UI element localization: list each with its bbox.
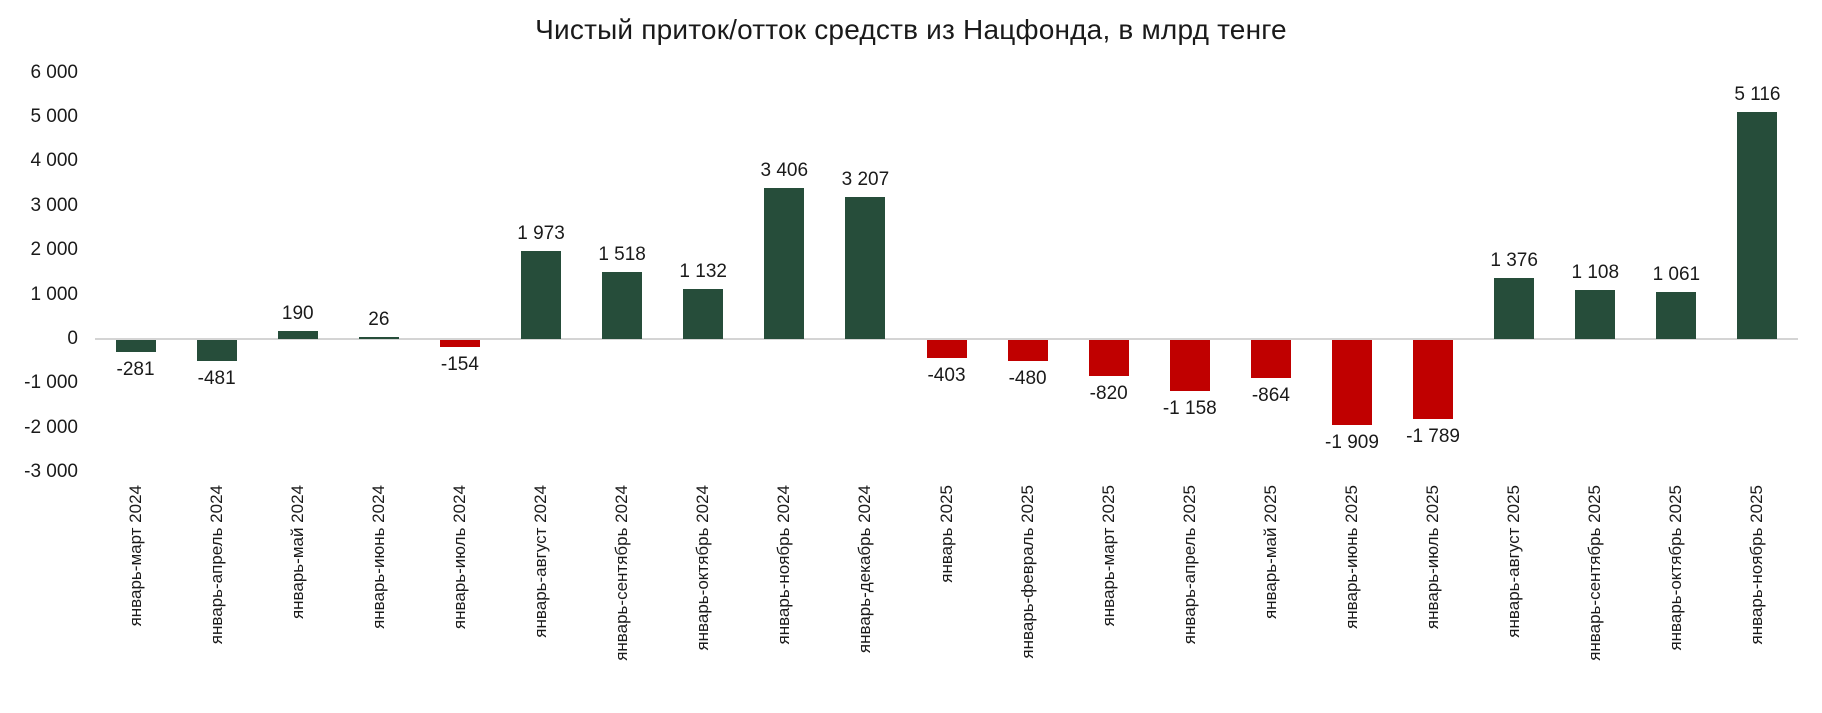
- bar: [1656, 291, 1697, 339]
- bar: [845, 196, 886, 339]
- bar: [439, 340, 480, 347]
- chart-title: Чистый приток/отток средств из Нацфонда,…: [535, 14, 1287, 45]
- x-axis-category-label: январь 2025: [936, 485, 956, 583]
- bar: [521, 251, 562, 339]
- bar-value-label: -820: [1089, 383, 1128, 405]
- x-axis-category-label: январь-февраль 2025: [1017, 485, 1037, 659]
- x-axis-category-label: январь-июль 2025: [1423, 485, 1443, 630]
- y-axis-tick-label: -2 000: [24, 416, 78, 438]
- bar-value-label: -1 158: [1162, 398, 1217, 420]
- bar: [358, 337, 399, 339]
- bar: [926, 340, 967, 358]
- y-axis-tick-label: 0: [67, 328, 78, 349]
- x-axis-category-label: январь-август 2024: [531, 485, 551, 638]
- x-axis-category-label: январь-март 2025: [1098, 485, 1118, 627]
- bar: [1007, 340, 1048, 362]
- bar-value-label: -403: [927, 364, 966, 386]
- x-axis-category-label: январь-июнь 2024: [368, 485, 388, 629]
- x-axis-category-label: январь-июль 2024: [449, 485, 469, 630]
- x-axis-line: [95, 338, 1798, 340]
- y-axis-tick-label: 5 000: [30, 106, 78, 127]
- x-axis-category-label: январь-декабрь 2024: [855, 485, 875, 654]
- y-axis-tick-label: -1 000: [24, 372, 78, 394]
- bar-value-label: 1 376: [1490, 249, 1538, 271]
- bar: [1737, 111, 1778, 339]
- bar-value-label: 3 207: [841, 168, 890, 190]
- bar: [1494, 277, 1535, 339]
- bar-value-label: 190: [281, 302, 314, 324]
- bar-value-label: -281: [116, 359, 155, 381]
- x-axis-category-label: январь-ноябрь 2024: [774, 485, 794, 645]
- y-axis-tick-label: 1 000: [30, 283, 78, 305]
- bar: [1088, 340, 1129, 377]
- x-axis-category-label: январь-май 2025: [1260, 485, 1280, 620]
- bar-value-label: 3 406: [760, 159, 809, 181]
- bar-value-label: 1 518: [598, 243, 646, 265]
- y-axis-tick-label: -3 000: [24, 461, 78, 483]
- x-axis-category-label: январь-ноябрь 2025: [1747, 485, 1767, 645]
- bar-value-label: -1 909: [1325, 431, 1379, 453]
- bar: [1413, 340, 1454, 420]
- x-axis-category-label: январь-март 2024: [125, 485, 145, 627]
- bar: [1250, 340, 1291, 379]
- y-axis-tick-label: 4 000: [30, 150, 78, 172]
- bar: [1575, 289, 1616, 339]
- x-axis-category-label: январь-сентябрь 2024: [612, 485, 632, 661]
- x-axis-category-label: январь-июнь 2025: [1341, 485, 1361, 629]
- x-axis-category-label: январь-октябрь 2025: [1666, 485, 1686, 651]
- x-axis-category-label: январь-октябрь 2024: [693, 485, 713, 651]
- x-axis-category-label: январь-май 2024: [287, 485, 307, 620]
- bar-value-label: 1 108: [1571, 261, 1620, 283]
- y-axis-tick-label: 6 000: [30, 61, 78, 83]
- bar-value-label: -864: [1251, 385, 1290, 407]
- bar: [115, 340, 156, 353]
- bar: [764, 187, 805, 339]
- bar: [277, 330, 318, 339]
- bar: [602, 271, 643, 339]
- bar: [1331, 340, 1372, 425]
- bar-value-label: -481: [197, 368, 236, 390]
- x-axis-category-label: январь-апрель 2025: [1179, 485, 1199, 645]
- bar-value-label: 1 132: [679, 260, 727, 282]
- bar: [683, 288, 724, 339]
- bar-value-label: 1 061: [1652, 263, 1701, 285]
- bar-value-label: 26: [368, 309, 390, 330]
- bar-value-label: 1 973: [517, 223, 565, 245]
- bar-value-label: -480: [1008, 368, 1047, 390]
- x-axis-category-label: январь-август 2025: [1504, 485, 1524, 638]
- bar-value-label: 5 116: [1734, 83, 1781, 105]
- y-axis-tick-label: 2 000: [30, 239, 78, 261]
- bar-value-label: -1 789: [1406, 426, 1460, 448]
- bar: [196, 340, 237, 362]
- bar: [1169, 340, 1210, 392]
- x-axis-category-label: январь-апрель 2024: [206, 485, 226, 645]
- y-axis-tick-label: 3 000: [30, 194, 78, 216]
- x-axis-category-label: январь-сентябрь 2025: [1585, 485, 1605, 661]
- bar-value-label: -154: [440, 353, 479, 375]
